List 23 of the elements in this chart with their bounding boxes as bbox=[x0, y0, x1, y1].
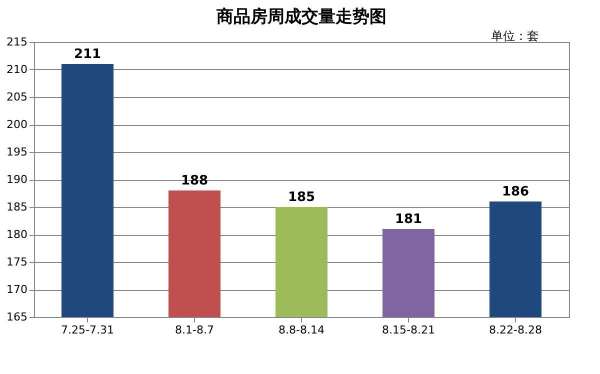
x-tick-label: 8.22-8.28 bbox=[489, 324, 542, 336]
y-tick-label: 215 bbox=[6, 36, 28, 48]
data-label: 211 bbox=[74, 47, 102, 62]
y-tick-label: 210 bbox=[6, 63, 28, 76]
y-tick-label: 190 bbox=[6, 173, 28, 186]
x-tick-label: 7.25-7.31 bbox=[61, 324, 114, 336]
data-label: 185 bbox=[288, 190, 316, 205]
y-tick-label: 195 bbox=[6, 146, 28, 158]
y-tick-label: 200 bbox=[6, 118, 28, 131]
y-tick-label: 180 bbox=[6, 228, 28, 241]
y-tick-label: 205 bbox=[6, 90, 28, 104]
x-tick-label: 8.1-8.7 bbox=[175, 324, 214, 336]
data-label: 181 bbox=[394, 212, 422, 227]
annotation: 单位：套 bbox=[491, 29, 539, 43]
data-label: 186 bbox=[502, 184, 530, 200]
data-label: 188 bbox=[180, 174, 208, 188]
chart-title: 商品房周成交量走势图 bbox=[216, 7, 386, 27]
y-tick-label: 175 bbox=[6, 256, 28, 268]
x-tick-label: 8.8-8.14 bbox=[278, 324, 324, 336]
x-tick-label: 8.15-8.21 bbox=[382, 324, 435, 336]
y-tick-label: 165 bbox=[6, 310, 28, 324]
y-tick-label: 170 bbox=[6, 283, 28, 296]
y-tick-label: 185 bbox=[6, 200, 28, 214]
